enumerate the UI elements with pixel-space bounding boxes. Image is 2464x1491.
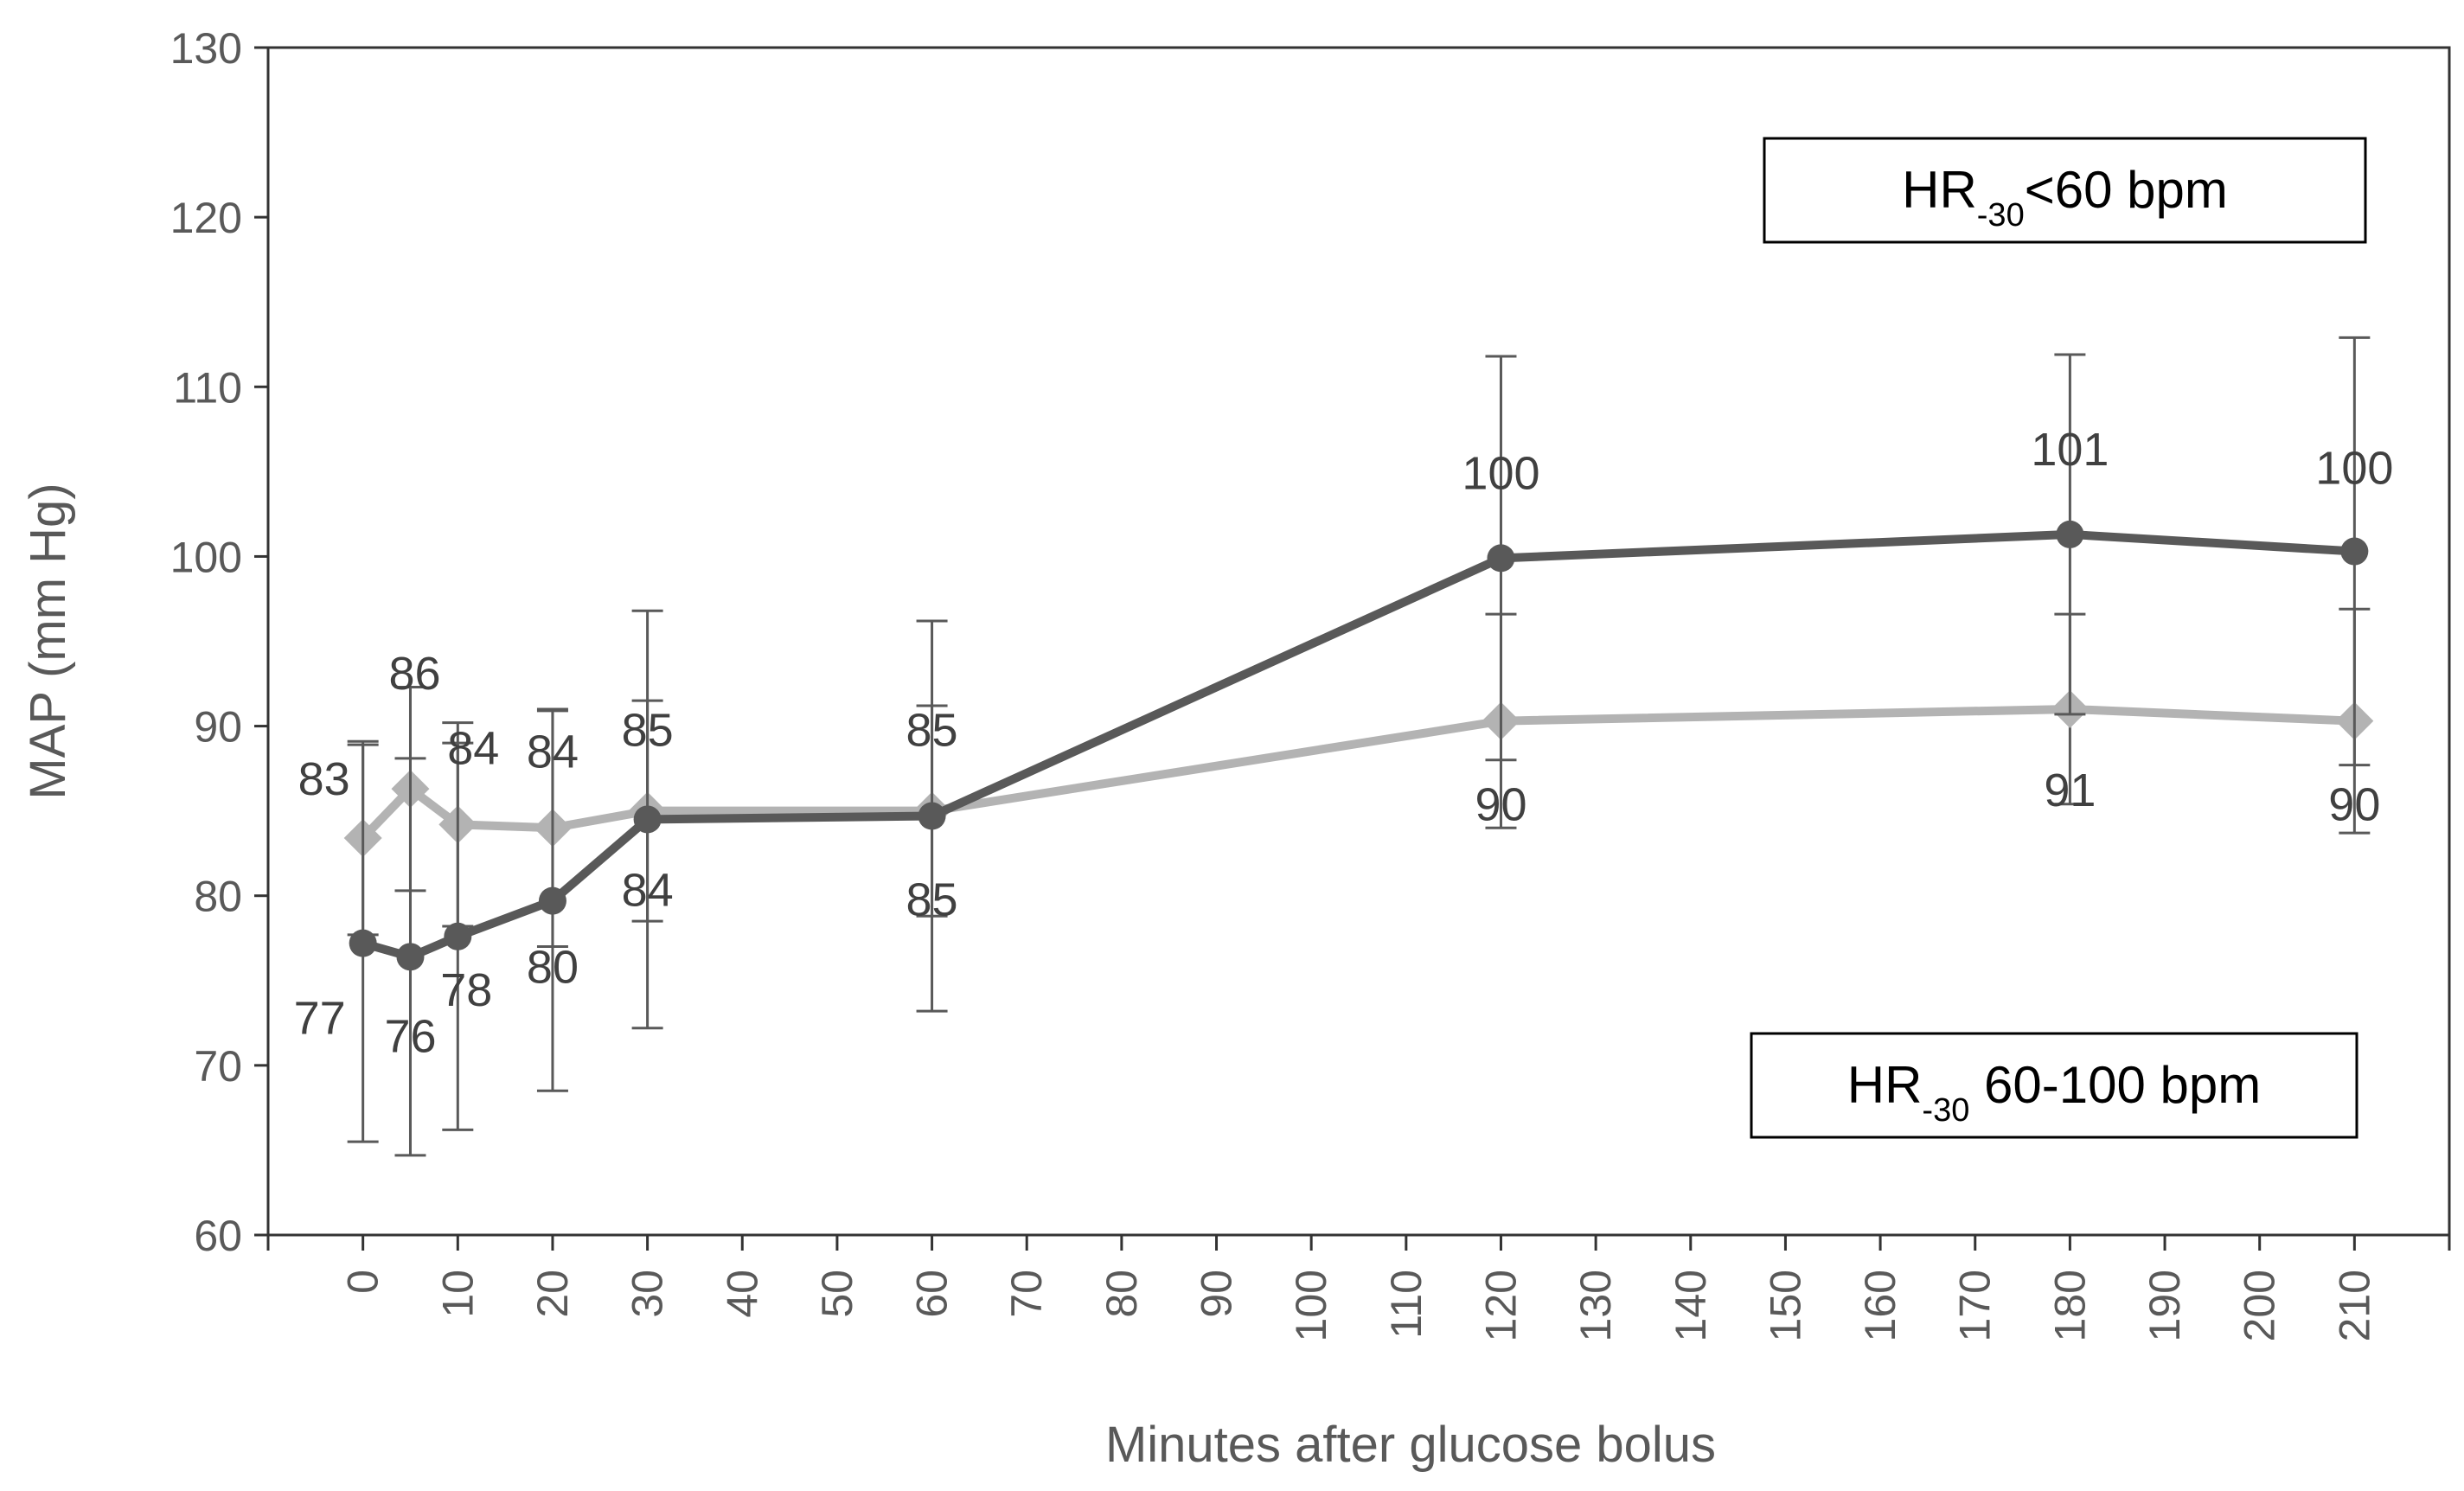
y-tick-label: 80 xyxy=(194,873,242,921)
x-tick-label: 40 xyxy=(718,1270,766,1318)
x-tick-label: 170 xyxy=(1951,1270,2000,1341)
data-label-hr-below-60: 100 xyxy=(2315,443,2393,495)
y-tick-label: 90 xyxy=(194,703,242,752)
x-tick-label: 150 xyxy=(1761,1270,1809,1341)
data-label-hr-below-60: 77 xyxy=(294,993,346,1045)
data-point-circle xyxy=(633,805,662,834)
legend-border xyxy=(1763,137,2367,244)
y-tick-label: 70 xyxy=(194,1042,242,1091)
data-label-hr-below-60: 101 xyxy=(2031,424,2109,476)
x-tick-label: 0 xyxy=(339,1270,387,1294)
legend-border xyxy=(1750,1032,2358,1139)
x-tick-label: 20 xyxy=(528,1270,577,1318)
data-label-hr-60-100: 91 xyxy=(2044,765,2096,816)
plot-border xyxy=(266,46,2451,1237)
y-tick-label: 60 xyxy=(194,1212,242,1260)
data-label-hr-below-60: 78 xyxy=(440,964,492,1016)
legend-label-main: HR xyxy=(1847,1056,1923,1114)
x-tick-label: 140 xyxy=(1667,1270,1715,1341)
x-tick-label: 210 xyxy=(2330,1270,2378,1341)
data-label-hr-below-60: 80 xyxy=(527,942,579,994)
x-tick-label: 120 xyxy=(1476,1270,1525,1341)
data-label-hr-below-60: 76 xyxy=(384,1010,436,1062)
legend-label: HR-30 60-100 bpm xyxy=(1847,1056,2261,1129)
x-tick-label: 190 xyxy=(2141,1270,2189,1341)
x-tick-label: 200 xyxy=(2236,1270,2284,1341)
data-label-hr-60-100: 83 xyxy=(298,753,350,805)
data-point-circle xyxy=(2340,537,2369,566)
x-tick-label: 60 xyxy=(908,1270,957,1318)
data-label-hr-60-100: 85 xyxy=(906,705,958,757)
x-tick-label: 30 xyxy=(624,1270,672,1318)
legend-box-hr-60-100: HR-30 60-100 bpm xyxy=(1750,1032,2358,1139)
x-tick-label: 130 xyxy=(1571,1270,1620,1341)
data-label-hr-below-60: 85 xyxy=(906,874,958,926)
y-axis: 60 70 80 90 100 110 120 130 xyxy=(170,24,268,1260)
y-tick-label: 120 xyxy=(170,194,242,242)
data-point-circle xyxy=(396,943,425,971)
x-tick-label: 160 xyxy=(1856,1270,1904,1341)
data-label-hr-60-100: 85 xyxy=(622,705,674,757)
data-point-circle xyxy=(2056,520,2084,548)
data-point-circle xyxy=(918,802,946,830)
x-tick-label: 80 xyxy=(1098,1270,1146,1318)
x-tick-label: 70 xyxy=(1002,1270,1051,1318)
x-tick-label: 50 xyxy=(813,1270,861,1318)
data-label-hr-60-100: 86 xyxy=(388,648,440,700)
y-tick-label: 110 xyxy=(173,363,242,412)
legend-label-subscript: -30 xyxy=(1922,1092,1969,1129)
series-hr-below-60 xyxy=(347,336,2371,1157)
y-axis-title: MAP (mm Hg) xyxy=(20,483,76,799)
data-point-circle xyxy=(538,886,566,915)
data-label-hr-60-100: 90 xyxy=(1475,779,1526,831)
x-tick-label: 90 xyxy=(1193,1270,1241,1318)
series-layer xyxy=(343,336,2374,1157)
x-axis-title: Minutes after glucose bolus xyxy=(1105,1417,1716,1473)
plot-frame xyxy=(266,46,2451,1237)
x-tick-label: 10 xyxy=(433,1270,482,1318)
x-tick-label: 100 xyxy=(1287,1270,1335,1341)
data-point-circle xyxy=(1487,544,1515,573)
data-label-hr-60-100: 90 xyxy=(2328,779,2380,831)
data-label-hr-60-100: 84 xyxy=(447,722,499,774)
legend-label: HR-30<60 bpm xyxy=(1902,161,2228,234)
data-point-circle xyxy=(444,922,472,950)
legend-label-main: HR xyxy=(1902,161,1977,219)
legend-label-rest: <60 bpm xyxy=(2025,161,2228,219)
y-tick-label: 100 xyxy=(170,533,242,581)
x-tick-label: 180 xyxy=(2045,1270,2094,1341)
legend-box-hr-below-60: HR-30<60 bpm xyxy=(1763,137,2367,244)
data-label-hr-below-60: 100 xyxy=(1462,447,1539,499)
legend-label-subscript: -30 xyxy=(1977,197,2025,234)
x-axis: 0 10 20 30 40 50 60 70 80 90 100 110 120 130 140 150 160… xyxy=(266,1235,2451,1341)
data-label-hr-below-60: 84 xyxy=(622,864,674,916)
data-point-circle xyxy=(349,929,377,957)
data-label-hr-60-100: 84 xyxy=(527,726,579,777)
x-tick-label: 110 xyxy=(1382,1270,1430,1339)
legend-label-rest: 60-100 bpm xyxy=(1969,1056,2261,1114)
y-tick-label: 130 xyxy=(170,24,242,73)
